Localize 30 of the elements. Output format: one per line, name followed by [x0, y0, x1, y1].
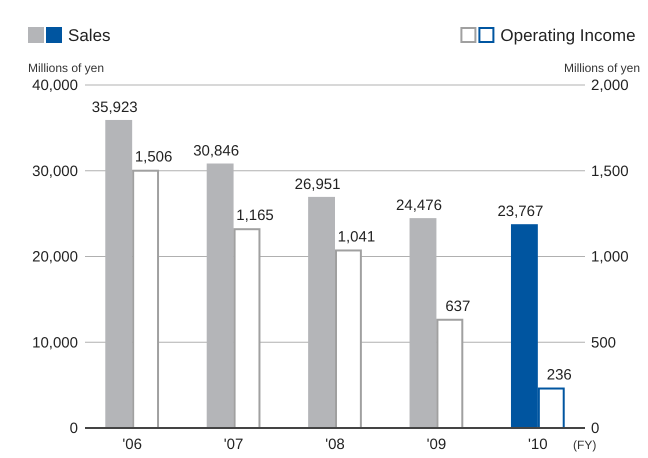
x-axis-title: (FY) [573, 438, 596, 452]
x-tick-label: '09 [426, 436, 446, 453]
y-axis-title: Millions of yen [28, 61, 104, 75]
data-label: 35,923 [92, 98, 138, 116]
data-label: 30,846 [193, 142, 240, 160]
x-tick-label: '06 [122, 436, 142, 453]
data-label: 26,951 [294, 176, 341, 193]
y2-tick-label: 500 [591, 334, 616, 352]
x-tick-label: '07 [224, 436, 244, 453]
y2-tick-label: 2,000 [591, 77, 629, 94]
y-tick-label: 40,000 [32, 77, 78, 94]
data-label: 24,476 [396, 197, 442, 214]
y-tick-label: 20,000 [32, 248, 78, 266]
y2-axis-title: Millions of yen [564, 61, 640, 75]
data-label: 236 [546, 366, 572, 384]
legend-label: Sales [68, 26, 111, 45]
y-tick-label: 10,000 [32, 334, 78, 352]
y2-tick-label: 1,000 [591, 248, 629, 266]
data-label: 23,767 [497, 203, 544, 220]
x-tick-label: '08 [325, 436, 345, 453]
data-label: 1,165 [236, 207, 274, 224]
legend-label: Operating Income [500, 26, 636, 45]
y-tick-label: 30,000 [32, 162, 78, 180]
y2-tick-label: 1,500 [591, 162, 629, 180]
x-tick-label: '10 [528, 436, 548, 453]
data-label: 1,041 [338, 228, 376, 246]
y2-tick-label: 0 [591, 420, 600, 437]
y-tick-label: 0 [70, 420, 78, 437]
data-label: 1,506 [134, 148, 172, 166]
data-label: 637 [445, 298, 470, 315]
